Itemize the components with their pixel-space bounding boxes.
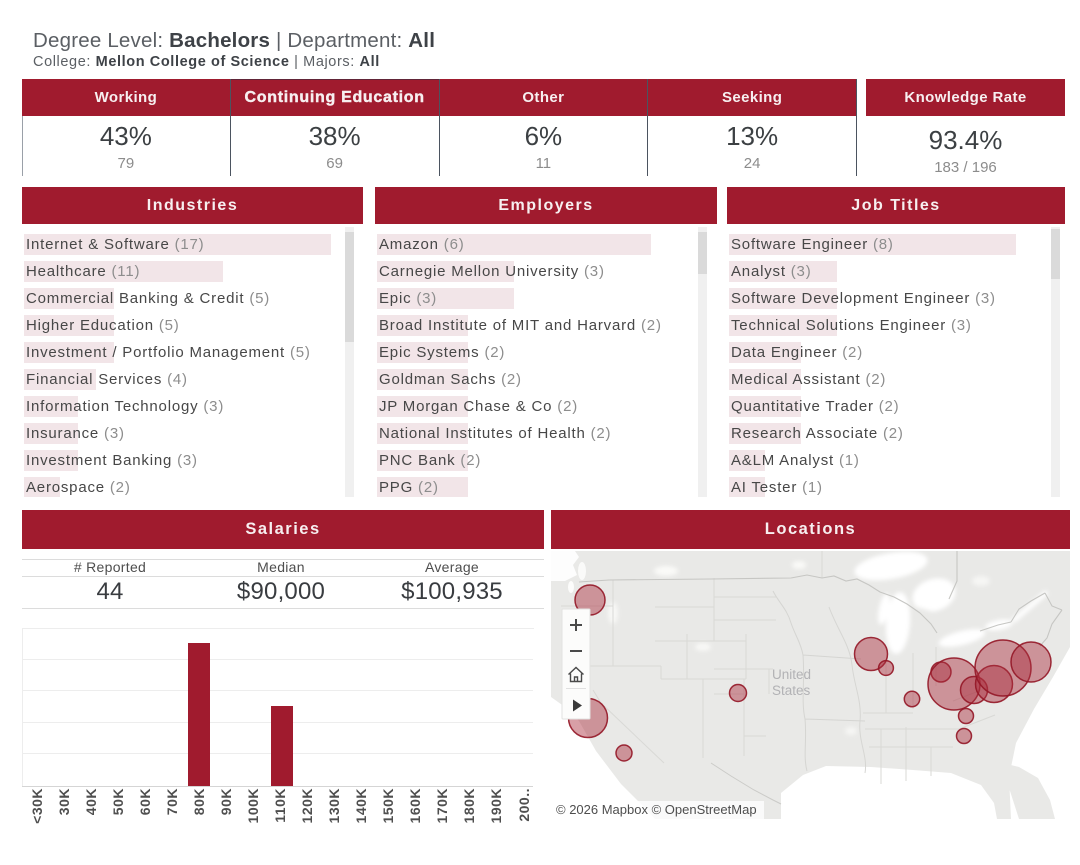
svg-text:© 2026 Mapbox © OpenStreetMap: © 2026 Mapbox © OpenStreetMap — [556, 802, 757, 817]
svg-text:States: States — [772, 683, 811, 698]
svg-text:United: United — [772, 667, 811, 682]
